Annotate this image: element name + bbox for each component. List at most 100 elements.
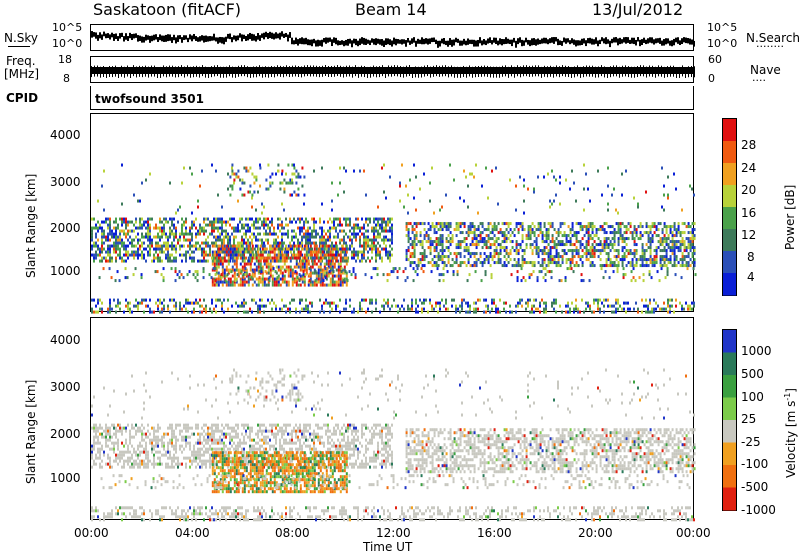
power-pixel <box>163 232 165 236</box>
velocity-pixel <box>91 444 93 448</box>
power-pixel <box>279 307 281 311</box>
freq-sample <box>256 66 257 78</box>
power-pixel <box>447 240 450 244</box>
power-pixel <box>229 253 232 257</box>
freq-sample <box>169 65 170 77</box>
power-pixel <box>533 187 535 191</box>
power-pixel <box>159 217 161 221</box>
power-pixel <box>663 255 666 259</box>
power-pixel <box>103 208 105 212</box>
power-pixel <box>353 226 355 230</box>
power-pixel <box>285 232 287 236</box>
power-pixel <box>531 222 534 226</box>
power-pixel <box>651 240 654 244</box>
power-pixel <box>423 228 426 232</box>
freq-sample <box>511 65 512 77</box>
power-pixel <box>295 175 298 179</box>
power-pixel <box>687 243 690 247</box>
velocity-pixel <box>93 438 95 442</box>
power-pixel <box>297 277 300 281</box>
power-pixel <box>509 304 511 308</box>
power-pixel <box>443 261 446 265</box>
freq-sample <box>160 66 161 78</box>
nsky-sample <box>443 38 445 45</box>
freq-sample <box>616 65 617 77</box>
power-pixel <box>575 234 578 238</box>
power-pixel <box>305 217 307 221</box>
power-pixel <box>357 232 359 236</box>
power-pixel <box>215 217 217 221</box>
power-pixel <box>301 259 304 263</box>
power-pixel <box>307 253 310 257</box>
power-pixel <box>273 250 276 254</box>
power-pixel <box>119 235 121 239</box>
power-pixel <box>305 241 307 245</box>
power-pixel <box>459 231 462 235</box>
power-pixel <box>249 268 252 272</box>
power-pixel <box>491 231 494 235</box>
power-pixel <box>605 264 608 268</box>
power-pixel <box>162 267 165 271</box>
power-pixel <box>665 249 668 253</box>
nsky-sample <box>277 33 279 39</box>
power-pixel <box>497 202 499 206</box>
power-pixel <box>162 276 165 280</box>
power-pixel <box>191 220 193 224</box>
power-pixel <box>207 253 209 257</box>
nsky-sample <box>239 33 241 38</box>
power-pixel <box>465 175 467 179</box>
power-pixel <box>415 298 417 302</box>
power-pixel <box>415 231 418 235</box>
nsky-sample <box>523 40 525 46</box>
power-pixel <box>665 255 668 259</box>
velocity-pixel <box>139 426 141 430</box>
power-pixel <box>653 264 656 268</box>
power-pixel <box>167 241 169 245</box>
power-pixel <box>637 310 639 314</box>
power-pixel <box>463 225 466 229</box>
power-pixel <box>335 247 338 251</box>
power-pixel <box>673 310 675 314</box>
power-pixel <box>575 231 578 235</box>
freq-sample <box>100 66 101 78</box>
power-pixel <box>517 258 520 262</box>
power-pixel <box>413 252 416 256</box>
power-pixel <box>345 253 347 257</box>
power-pixel <box>285 259 288 263</box>
power-pixel <box>253 181 256 185</box>
nsky-sample <box>147 35 149 40</box>
power-pixel <box>231 217 233 221</box>
power-pixel <box>329 256 332 260</box>
power-pixel <box>229 268 232 272</box>
power-pixel <box>527 301 529 305</box>
power-pixel <box>343 235 345 239</box>
power-pixel <box>617 228 620 232</box>
power-pixel <box>321 232 323 236</box>
power-pixel <box>579 228 582 232</box>
velocity-pixel <box>151 438 153 442</box>
power-pixel <box>323 247 326 251</box>
power-pixel <box>217 277 220 281</box>
velocity-pixel <box>163 453 165 457</box>
power-pixel <box>183 253 185 257</box>
power-pixel <box>675 231 678 235</box>
power-pixel <box>249 229 251 233</box>
power-pixel <box>625 249 628 253</box>
power-pixel <box>692 267 695 271</box>
power-pixel <box>583 246 586 250</box>
power-pixel <box>643 264 646 268</box>
power-pixel <box>109 232 111 236</box>
power-pixel <box>649 252 652 256</box>
power-pixel <box>117 241 119 245</box>
power-pixel <box>597 307 599 311</box>
power-pixel <box>295 247 298 251</box>
power-pixel <box>481 240 484 244</box>
nsky-sample <box>511 39 513 47</box>
freq-sample <box>556 65 557 77</box>
power-pixel <box>687 307 689 311</box>
power-pixel <box>685 255 688 259</box>
power-pixel <box>235 226 237 230</box>
power-pixel <box>225 235 227 239</box>
power-pixel <box>489 255 492 259</box>
power-pixel <box>249 265 252 269</box>
